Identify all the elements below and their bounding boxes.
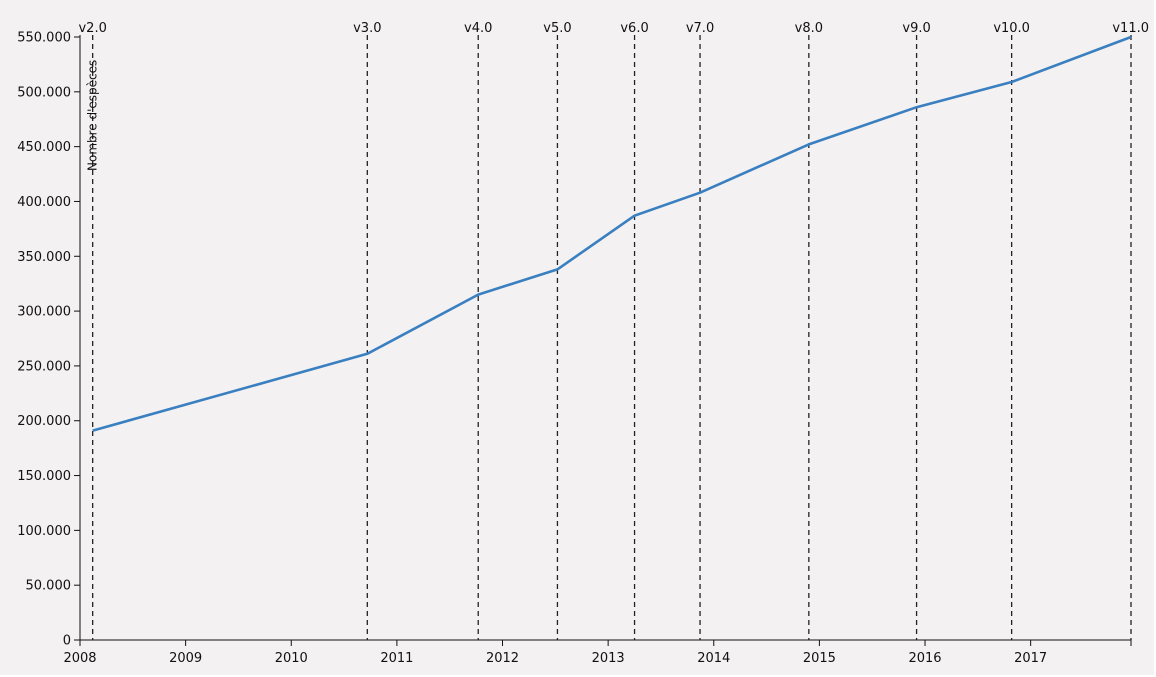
y-tick-label: 550.000 xyxy=(17,31,71,46)
y-tick-label: 200.000 xyxy=(17,414,71,429)
release-label: v6.0 xyxy=(620,21,648,36)
release-label: v4.0 xyxy=(464,21,492,36)
release-label: v10.0 xyxy=(993,21,1030,36)
x-axis: 2008 2009 2010 2011 2012 2013 2014 2015 2016 2017 xyxy=(63,639,1132,666)
x-tick-label: 2011 xyxy=(380,651,413,666)
y-tick-label: 300.000 xyxy=(17,305,71,320)
x-tick-label: 2008 xyxy=(63,651,96,666)
y-axis-label: Nombre d'espèces xyxy=(86,60,100,171)
y-tick-label: 150.000 xyxy=(17,469,71,484)
x-tick-label: 2015 xyxy=(803,651,836,666)
series-line xyxy=(92,35,1132,432)
release-markers: v2.0 v3.0 v4.0 v5.0 v6.0 v7.0 v8.0 v9.0 v10.0 v11… xyxy=(78,21,1149,640)
release-label: v2.0 xyxy=(78,21,106,36)
release-label: v5.0 xyxy=(543,21,571,36)
y-tick-label: 0 xyxy=(63,634,71,649)
y-tick-label: 350.000 xyxy=(17,250,71,265)
x-tick-label: 2013 xyxy=(592,651,625,666)
x-tick-label: 2014 xyxy=(697,651,730,666)
release-label: v9.0 xyxy=(902,21,930,36)
x-tick-label: 2012 xyxy=(486,651,519,666)
y-tick-label: 450.000 xyxy=(17,140,71,155)
release-label: v7.0 xyxy=(686,21,714,36)
release-label: v8.0 xyxy=(795,21,823,36)
y-tick-label: 250.000 xyxy=(17,359,71,374)
x-tick-label: 2009 xyxy=(169,651,202,666)
x-tick-label: 2016 xyxy=(908,651,941,666)
release-label: v11.0 xyxy=(1112,21,1149,36)
series-layer xyxy=(92,35,1132,432)
x-tick-label: 2010 xyxy=(275,651,308,666)
y-axis: 0 50.000 100.000 150.000 200.000 250.000 300.0… xyxy=(17,31,81,649)
release-label: v3.0 xyxy=(353,21,381,36)
y-tick-label: 100.000 xyxy=(17,524,71,539)
x-tick-label: 2017 xyxy=(1014,651,1047,666)
y-tick-label: 500.000 xyxy=(17,85,71,100)
y-tick-label: 50.000 xyxy=(26,579,72,594)
y-tick-label: 400.000 xyxy=(17,195,71,210)
